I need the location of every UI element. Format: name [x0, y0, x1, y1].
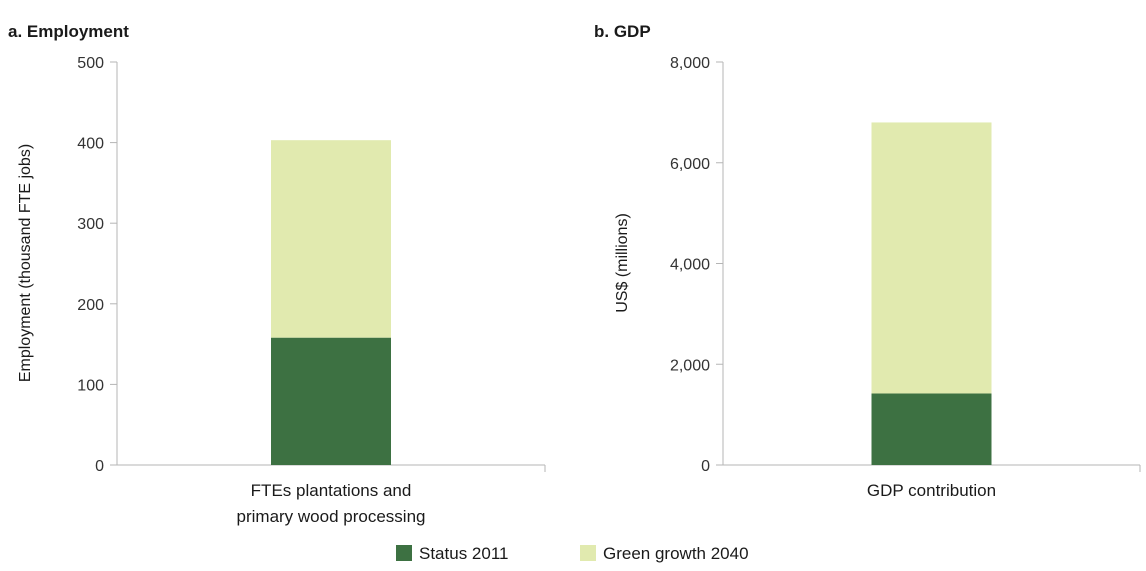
y-tick-label: 300 [77, 216, 104, 233]
bar-segment-green-growth-2040 [271, 140, 391, 338]
y-tick-label: 0 [95, 458, 104, 475]
y-tick-label: 8,000 [670, 55, 710, 72]
panel-title-employment: a. Employment [8, 22, 129, 41]
bar-segment-status-2011 [271, 337, 391, 465]
y-axis-label-gdp: US$ (millions) [614, 213, 631, 313]
x-labels-employment: FTEs plantations and primary wood process… [237, 481, 426, 526]
y-tick-label: 500 [77, 55, 104, 72]
legend-label-status-2011: Status 2011 [419, 544, 508, 563]
legend: Status 2011 Green growth 2040 [396, 544, 749, 563]
panel-gdp: b. GDP US$ (millions) 0 2,000 4,000 6,000 8,… [594, 22, 1141, 500]
y-tick-label: 6,000 [670, 156, 710, 173]
x-category-label: FTEs plantations and [251, 481, 412, 500]
legend-label-green-growth-2040: Green growth 2040 [603, 544, 749, 563]
bars-employment [271, 140, 391, 465]
bars-gdp [871, 122, 992, 465]
bar-segment-green-growth-2040 [871, 122, 992, 394]
x-category-label: GDP contribution [867, 481, 996, 500]
bar-segment-status-2011 [871, 393, 992, 465]
x-labels-gdp: GDP contribution [867, 481, 996, 500]
x-category-label: primary wood processing [237, 507, 426, 526]
y-tick-label: 100 [77, 377, 104, 394]
panel-employment: a. Employment Employment (thousand FTE j… [8, 22, 546, 526]
y-ticks-gdp: 0 2,000 4,000 6,000 8,000 [670, 55, 1141, 475]
y-ticks-employment: 0 100 200 300 400 500 [77, 55, 546, 475]
y-tick-label: 400 [77, 136, 104, 153]
panel-title-gdp: b. GDP [594, 22, 651, 41]
legend-swatch-green-growth-2040 [580, 545, 596, 561]
y-axis-label-employment: Employment (thousand FTE jobs) [17, 144, 34, 382]
y-tick-label: 200 [77, 297, 104, 314]
y-tick-label: 2,000 [670, 357, 710, 374]
y-tick-label: 0 [701, 458, 710, 475]
legend-swatch-status-2011 [396, 545, 412, 561]
y-tick-label: 4,000 [670, 257, 710, 274]
